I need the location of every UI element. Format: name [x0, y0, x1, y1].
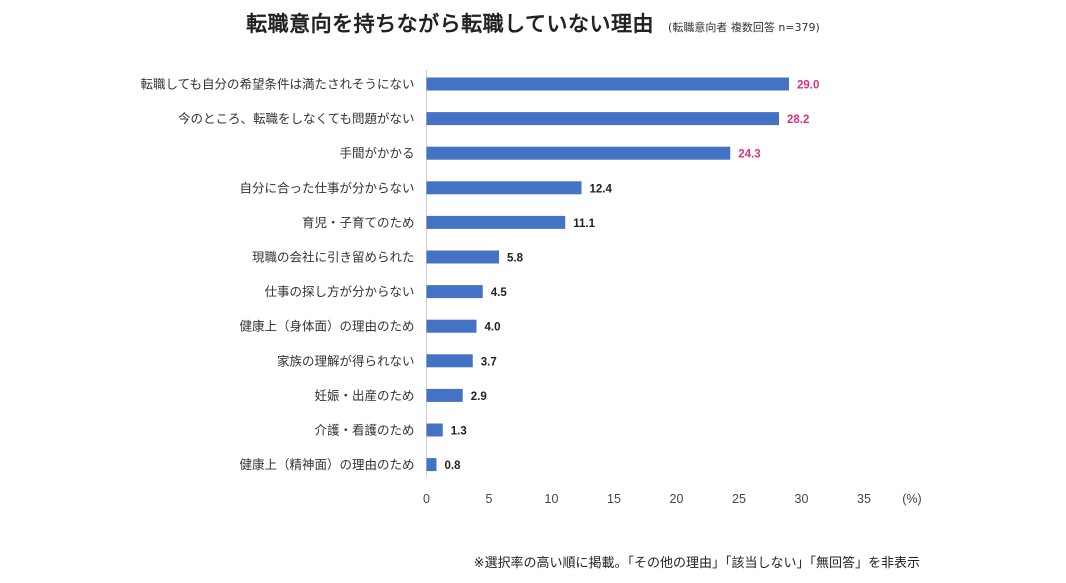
category-label: 手間がかかる	[339, 146, 414, 161]
value-label: 0.8	[445, 460, 462, 472]
bar	[426, 354, 473, 368]
bar	[426, 215, 566, 229]
x-unit-label: (%)	[902, 492, 921, 506]
bar	[426, 319, 477, 333]
bar	[426, 458, 437, 472]
chart-subtitle: (転職意向者 複数回答 n=379)	[668, 21, 820, 34]
bar	[426, 112, 779, 126]
category-label: 健康上（精神面）の理由のため	[239, 457, 414, 472]
category-label: 現職の会社に引き留められた	[252, 250, 415, 265]
value-label: 29.0	[797, 80, 819, 92]
value-label: 4.5	[491, 287, 508, 299]
x-tick-label: 5	[486, 492, 493, 506]
value-label: 28.2	[787, 114, 809, 126]
value-label: 12.4	[590, 183, 613, 195]
bar	[426, 423, 443, 437]
x-tick-label: 10	[545, 492, 559, 506]
footnote: ※選択率の高い順に掲載。「その他の理由」「該当しない」「無回答」を非表示	[473, 556, 920, 571]
category-label: 家族の理解が得られない	[277, 353, 415, 368]
bar	[426, 181, 582, 195]
category-label: 自分に合った仕事が分からない	[239, 180, 414, 195]
x-tick-label: 35	[857, 492, 871, 506]
category-label: 仕事の探し方が分からない	[264, 284, 414, 299]
category-label: 育児・子育てのため	[302, 215, 415, 230]
category-label: 妊娠・出産のため	[314, 388, 414, 403]
category-label: 今のところ、転職をしなくても問題がない	[178, 111, 415, 126]
category-label: 転職しても自分の希望条件は満たされそうにない	[140, 77, 414, 92]
x-tick-label: 30	[795, 492, 809, 506]
x-tick-label: 25	[732, 492, 746, 506]
value-label: 2.9	[471, 391, 487, 403]
chart-title: 転職意向を持ちながら転職していない理由	[246, 12, 655, 36]
bar	[426, 77, 789, 91]
x-tick-label: 0	[423, 492, 430, 506]
category-label: 介護・看護のため	[314, 423, 414, 438]
value-label: 4.0	[485, 322, 501, 334]
bar	[426, 285, 483, 299]
category-label: 健康上（身体面）の理由のため	[239, 319, 414, 334]
chart-title-block: 転職意向を持ちながら転職していない理由 (転職意向者 複数回答 n=379)	[0, 8, 1066, 38]
value-label: 24.3	[738, 149, 760, 161]
bar	[426, 388, 463, 402]
value-label: 1.3	[451, 426, 467, 438]
value-label: 3.7	[481, 356, 497, 368]
bar	[426, 146, 731, 160]
bar	[426, 250, 499, 264]
x-tick-label: 15	[607, 492, 621, 506]
value-label: 5.8	[507, 253, 524, 265]
x-tick-label: 20	[670, 492, 684, 506]
value-label: 11.1	[573, 218, 595, 230]
